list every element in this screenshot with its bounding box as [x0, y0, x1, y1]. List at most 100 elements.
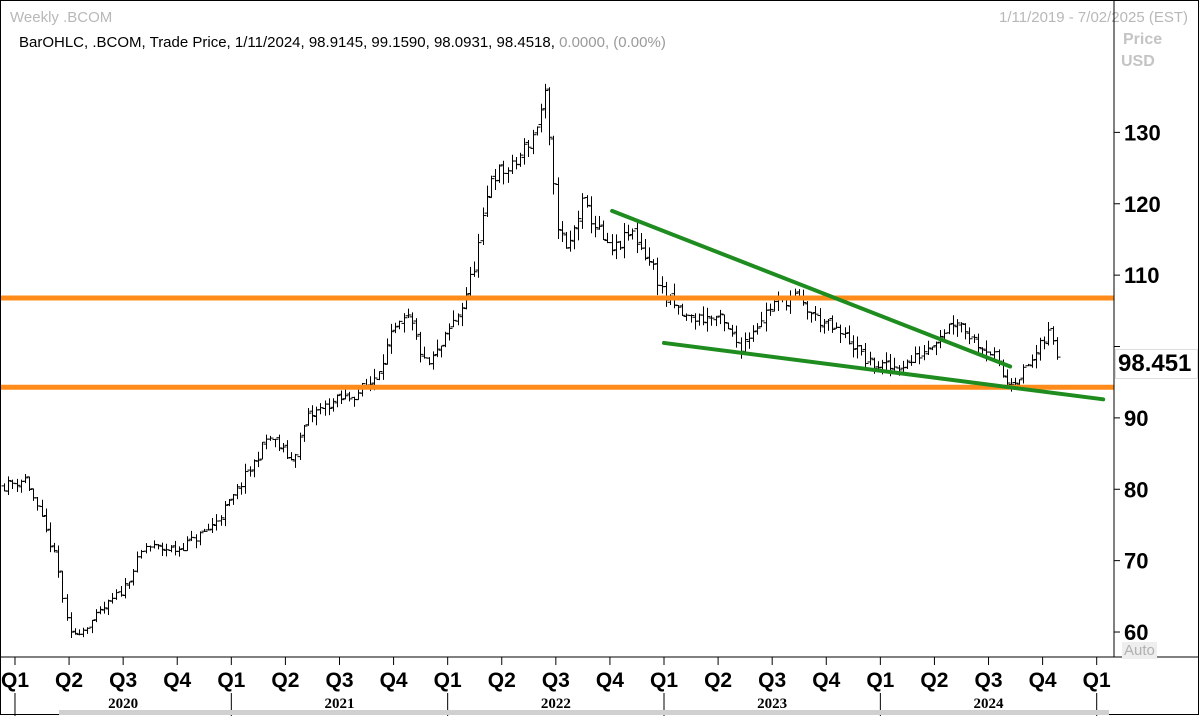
- ohlc-bar-229: [954, 319, 961, 337]
- ohlc-bar-74: [309, 405, 316, 423]
- ohlc-bar-58: [242, 463, 249, 494]
- ohlc-bar-179: [746, 332, 753, 349]
- ohlc-bar-121: [505, 167, 512, 183]
- quarter-label: Q4: [1029, 669, 1057, 692]
- trendlines: [610, 208, 1106, 402]
- ohlc-bar-83: [346, 391, 353, 402]
- time-scrollbar: [59, 710, 1109, 715]
- ohlc-bar-27: [113, 589, 120, 600]
- ohlc-bar-162: [675, 305, 682, 315]
- quarter-label: Q3: [542, 669, 570, 692]
- ohlc-bar-51: [213, 514, 220, 531]
- date-range: 1/11/2019 - 7/02/2025 (EST): [998, 9, 1188, 26]
- ohlc-bar-12: [51, 542, 58, 553]
- ohlc-bar-8: [34, 497, 41, 511]
- year-label: 2022: [541, 696, 571, 712]
- ohlc-bar-243: [1012, 377, 1019, 386]
- ohlc-bar-116: [484, 185, 491, 218]
- ohlc-bar-25: [105, 599, 112, 615]
- auto-scale-button[interactable]: Auto: [1122, 642, 1157, 659]
- ohlc-bar-227: [946, 323, 953, 335]
- ohlc-bar-136: [567, 230, 574, 252]
- ohlc-bar-205: [854, 336, 861, 359]
- quarter-label: Q2: [271, 669, 299, 692]
- ohlc-bar-189: [787, 290, 794, 314]
- ohlc-bar-221: [921, 344, 928, 361]
- ohlc-bar-128: [534, 126, 541, 136]
- ohlc-bar-149: [621, 223, 628, 259]
- axis-unit-price: Price: [1123, 31, 1163, 48]
- year-label: 2020: [108, 696, 138, 712]
- ohlc-bar-199: [829, 315, 836, 333]
- ohlc-bar-230: [958, 322, 965, 333]
- ohlc-bar-182: [758, 311, 765, 328]
- ohlc-bar-84: [351, 396, 358, 407]
- ohlc-bar-204: [850, 335, 857, 358]
- ohlc-bar-212: [883, 352, 890, 373]
- quarter-label: Q2: [704, 669, 732, 692]
- ohlc-bar-94: [392, 322, 399, 334]
- quarter-label: Q1: [434, 669, 462, 692]
- ohlc-bar-44: [184, 536, 191, 552]
- ohlc-bar-66: [276, 434, 283, 451]
- ohlc-bar-246: [1025, 363, 1032, 367]
- ohlc-bar-249: [1037, 337, 1044, 361]
- ohlc-bar-6: [26, 476, 33, 492]
- ohlc-bar-197: [821, 318, 828, 334]
- y-tick-label: 130: [1124, 120, 1161, 145]
- ohlc-bar-124: [517, 152, 524, 167]
- ohlc-bar-47: [197, 531, 204, 546]
- time-axis: Q1 Q2 Q3 Q4 Q1 Q2 Q3 Q4 Q1 Q2 Q3 Q4 Q1 Q2 Q3 Q4 Q1 Q2 Q3 Q4…: [1, 657, 1111, 716]
- ohlc-bar-100: [417, 331, 424, 363]
- y-tick-label: 60: [1124, 620, 1148, 645]
- ohlc-bar-169: [704, 307, 711, 332]
- trendline-1: [662, 340, 1106, 402]
- ohlc-bar-39: [163, 543, 170, 557]
- ohlc-bar-198: [825, 318, 832, 331]
- ohlc-bar-151: [629, 228, 636, 240]
- axis-unit-currency: USD: [1121, 53, 1155, 70]
- ohlc-bar-219: [912, 346, 919, 364]
- ohlc-bar-140: [584, 195, 591, 208]
- y-tick-label: 80: [1124, 477, 1148, 502]
- ohlc-bar-95: [396, 320, 403, 330]
- ohlc-bar-244: [1016, 379, 1023, 385]
- ohlc-bar-251: [1045, 321, 1052, 346]
- y-tick-label: 110: [1124, 263, 1160, 288]
- quarter-label: Q1: [1083, 669, 1111, 692]
- ohlc-bar-57: [238, 482, 245, 495]
- ohlc-bar-54: [226, 498, 233, 507]
- ohlc-bar-35: [147, 545, 154, 552]
- ohlc-bar-103: [430, 351, 437, 370]
- ohlc-bar-3: [14, 478, 21, 493]
- ohlc-bar-120: [500, 160, 507, 185]
- ohlc-bar-22: [93, 609, 100, 623]
- quarter-label: Q4: [812, 669, 840, 692]
- ohlc-bar-105: [438, 345, 445, 358]
- ohlc-bar-206: [858, 345, 865, 356]
- ohlc-bar-150: [625, 224, 632, 241]
- ohlc-bar-110: [459, 302, 466, 327]
- ohlc-bar-157: [654, 257, 661, 296]
- y-tick-label: 90: [1124, 406, 1148, 431]
- ohlc-bar-130: [542, 83, 549, 119]
- ohlc-bar-20: [84, 627, 91, 634]
- ohlc-bar-107: [446, 323, 453, 341]
- ohlc-bar-171: [713, 315, 720, 327]
- quarter-label: Q2: [55, 669, 83, 692]
- ohlc-bar-201: [837, 324, 844, 344]
- ohlc-bar-142: [592, 215, 599, 238]
- ohlc-bar-129: [538, 103, 545, 133]
- quarter-label: Q1: [217, 669, 245, 692]
- ohlc-bar-208: [867, 351, 874, 366]
- ohlc-bar-97: [405, 308, 412, 319]
- ohlc-bar-45: [188, 530, 195, 542]
- ohlc-bar-232: [966, 327, 973, 345]
- ohlc-bar-62: [259, 441, 266, 460]
- quarter-label: Q1: [866, 669, 894, 692]
- ohlc-bar-172: [717, 309, 724, 325]
- support-resistance-lines: [1, 295, 1114, 390]
- ohlc-bar-125: [521, 138, 528, 165]
- quarter-label: Q4: [380, 669, 408, 692]
